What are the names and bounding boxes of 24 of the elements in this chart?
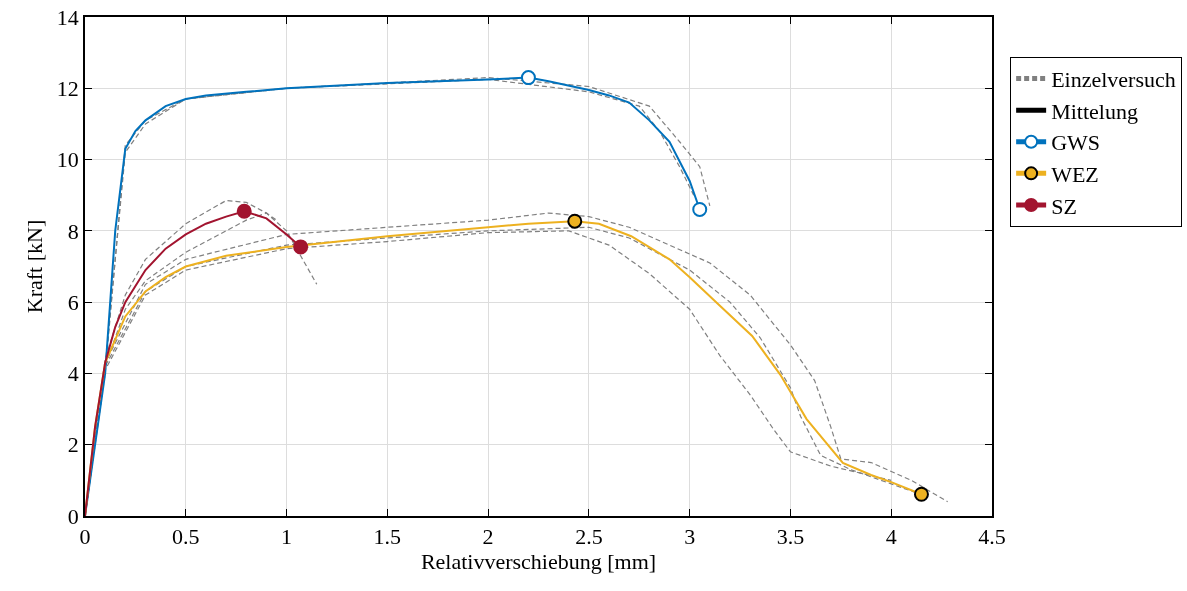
legend-label: Einzelversuch [1051,67,1176,93]
legend-label: GWS [1051,130,1101,156]
x-tick-label: 2.5 [575,524,603,550]
y-tick-label: 14 [56,4,79,30]
y-axis-title: Kraft [kN] [22,219,48,314]
y-tick-label: 6 [67,289,79,315]
x-tick-label: 3 [684,524,696,550]
legend-label: Mittelung [1051,98,1138,124]
legend-label: SZ [1051,193,1077,219]
y-tick-label: 8 [67,218,79,244]
y-tick-label: 10 [56,147,79,173]
legend-label: WEZ [1051,161,1099,187]
y-tick-label: 4 [67,361,79,387]
x-tick-label: 2 [482,524,494,550]
x-tick-label: 4 [885,524,897,550]
x-tick-label: 1.5 [373,524,402,550]
x-tick-label: 0.5 [172,524,200,550]
x-tick-label: 1 [281,524,293,550]
x-tick-label: 3.5 [776,524,805,550]
y-tick-label: 0 [67,503,79,529]
x-axis-title: Relativverschiebung [mm] [420,549,657,575]
y-tick-label: 2 [67,432,79,458]
y-tick-label: 12 [56,75,79,101]
x-tick-label: 4.5 [978,524,1006,550]
